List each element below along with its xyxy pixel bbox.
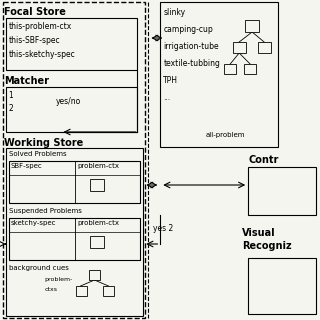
Bar: [103, 286, 115, 296]
Text: Solved Problems: Solved Problems: [9, 151, 66, 157]
Text: Contr: Contr: [248, 155, 278, 165]
Bar: [6, 18, 137, 70]
Bar: [9, 218, 140, 260]
Text: this-sketchy-spec: this-sketchy-spec: [9, 50, 76, 59]
Bar: [6, 87, 137, 132]
Bar: [91, 179, 104, 191]
Text: sketchy-spec: sketchy-spec: [11, 220, 56, 226]
Bar: [244, 64, 256, 74]
Text: SBF-spec: SBF-spec: [11, 163, 43, 169]
Bar: [248, 258, 316, 314]
Text: this-problem-ctx: this-problem-ctx: [9, 22, 72, 31]
Text: irrigation-tube: irrigation-tube: [163, 42, 219, 51]
Text: Matcher: Matcher: [4, 76, 49, 86]
Text: problem-ctx: problem-ctx: [77, 220, 120, 226]
Bar: [248, 167, 316, 215]
Bar: [91, 236, 104, 248]
Text: problem-: problem-: [44, 277, 73, 282]
Bar: [89, 270, 100, 280]
Text: this-SBF-spec: this-SBF-spec: [9, 36, 60, 45]
Text: ctxs: ctxs: [44, 287, 58, 292]
Text: all-problem: all-problem: [205, 132, 245, 138]
Bar: [76, 286, 86, 296]
Bar: [3, 2, 145, 318]
Text: Visual: Visual: [242, 228, 276, 238]
Text: 1: 1: [9, 91, 13, 100]
Text: slinky: slinky: [163, 8, 186, 17]
Text: textile-tubbing: textile-tubbing: [163, 59, 220, 68]
Text: problem-ctx: problem-ctx: [77, 163, 120, 169]
Bar: [160, 2, 278, 147]
Text: Recogniz: Recogniz: [242, 241, 292, 251]
Text: Working Store: Working Store: [4, 138, 83, 148]
Bar: [245, 20, 259, 32]
Text: yes/no: yes/no: [56, 97, 81, 106]
Bar: [9, 161, 140, 203]
Text: 2: 2: [9, 104, 13, 113]
Text: Suspended Problems: Suspended Problems: [9, 208, 82, 214]
Bar: [233, 42, 246, 53]
Text: ...: ...: [163, 93, 171, 102]
Text: background cues: background cues: [9, 265, 68, 271]
Text: camping-cup: camping-cup: [163, 25, 213, 34]
Text: TPH: TPH: [163, 76, 178, 85]
Text: yes 2: yes 2: [153, 224, 174, 233]
Text: Focal Store: Focal Store: [4, 7, 66, 17]
Bar: [258, 42, 271, 53]
Bar: [6, 148, 143, 316]
Bar: [224, 64, 236, 74]
